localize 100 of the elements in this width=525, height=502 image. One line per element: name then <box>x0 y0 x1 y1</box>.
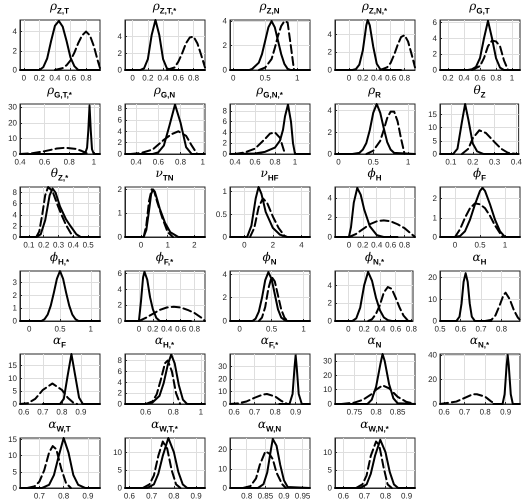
chart-title: α$_{W,N,*}$ <box>359 416 390 433</box>
x-tick-label: 0.7 <box>146 491 158 500</box>
y-tick-label: 0 <box>328 232 333 242</box>
chart-title: α$_{F}$ <box>52 333 67 350</box>
x-tick-label: 0.5 <box>260 74 272 82</box>
x-tick-label: 1 <box>200 157 206 166</box>
y-tick-label: 2 <box>118 138 123 147</box>
x-tick-label: 0.6 <box>140 408 152 416</box>
x-tick-label: 0.2 <box>38 240 50 250</box>
x-tick-label: 2 <box>270 240 276 250</box>
y-tick-label: 2 <box>222 292 228 302</box>
chart-title: ν$_{HF}$ <box>260 166 280 182</box>
line-series <box>229 186 311 238</box>
y-tick-label: 0 <box>118 483 123 492</box>
y-tick-label: 6 <box>222 116 228 126</box>
y-tick-label: 10 <box>428 122 438 132</box>
line-series <box>124 188 206 238</box>
chart-title: ϕ$_{F,*}$ <box>154 250 174 266</box>
y-tick-label: 2 <box>432 194 438 204</box>
y-tick-label: 0 <box>222 483 228 492</box>
line-series <box>229 103 311 154</box>
line-series <box>439 186 521 238</box>
y-tick-label: 0 <box>432 400 438 408</box>
y-tick-label: 6 <box>118 114 123 124</box>
x-tick-label: 0.6 <box>454 324 467 333</box>
chart-title: ρ$_{Z,N}$ <box>258 0 280 16</box>
y-tick-label: 5 <box>432 136 438 145</box>
y-tick-label: 15 <box>428 110 438 119</box>
x-tick-label: 0.6 <box>390 324 402 333</box>
y-tick-label: 0 <box>12 483 18 492</box>
y-tick-label: 0 <box>12 149 18 158</box>
y-tick-label: 0 <box>222 400 228 408</box>
y-tick-label: 1 <box>222 187 228 196</box>
y-tick-label: 5 <box>118 465 123 474</box>
x-tick-label: 2 <box>192 240 198 250</box>
y-tick-label: 10 <box>323 385 333 394</box>
y-tick-label: 20 <box>8 118 18 127</box>
y-tick-label: 0 <box>432 316 438 325</box>
x-tick-label: 0.8 <box>64 157 76 166</box>
x-tick-label: 0.4 <box>49 74 62 82</box>
y-tick-label: 4 <box>118 32 123 42</box>
x-tick-label: 0.6 <box>175 324 187 333</box>
y-tick-label: 4 <box>118 378 123 387</box>
x-tick-label: 0 <box>27 324 32 333</box>
y-tick-label: 4 <box>328 106 333 115</box>
y-tick-label: 2 <box>328 212 333 222</box>
x-tick-label: 1 <box>92 157 97 166</box>
x-tick-label: 0 <box>242 240 248 250</box>
y-tick-label: 0 <box>118 232 123 242</box>
chart-title: ρ$_{Z,T,*}$ <box>152 0 178 16</box>
x-tick-label: 0.6 <box>438 408 450 416</box>
y-tick-label: 4 <box>118 284 123 294</box>
x-tick-label: 0.8 <box>370 408 382 416</box>
x-tick-label: 0.4 <box>14 157 26 166</box>
x-tick-label: 0.9 <box>75 408 88 416</box>
x-tick-label: 0.8 <box>188 74 200 82</box>
x-tick-label: 0.6 <box>18 408 30 416</box>
chart-title: ϕ$_{H,*}$ <box>48 250 70 266</box>
y-tick-label: 0 <box>222 149 228 158</box>
x-tick-label: 0.8 <box>56 408 68 416</box>
x-tick-label: 0.5 <box>474 240 486 250</box>
x-tick-label: 0.9 <box>401 491 413 500</box>
y-tick-label: 0 <box>328 66 333 74</box>
y-tick-label: 15 <box>8 434 18 444</box>
y-tick-label: 6 <box>432 18 438 27</box>
y-tick-label: 2 <box>432 50 438 59</box>
x-tick-label: 0.8 <box>480 408 492 416</box>
x-tick-label: 1 <box>502 240 508 250</box>
x-tick-label: 0.4 <box>161 324 173 333</box>
y-tick-label: 8 <box>118 104 123 113</box>
x-tick-label: 0.8 <box>168 408 180 416</box>
x-tick-label: 0.8 <box>406 324 418 333</box>
chart-title: α$_{N}$ <box>366 333 382 350</box>
x-tick-label: 0.7 <box>37 408 49 416</box>
x-tick-label: 0.8 <box>270 408 282 416</box>
x-tick-label: 1 <box>198 408 204 416</box>
x-tick-label: 0.6 <box>39 157 51 166</box>
chart-title: α$_{W,T,*}$ <box>150 416 179 433</box>
y-tick-label: 2 <box>222 138 228 148</box>
chart-title: ρ$_{G,N}$ <box>152 82 176 99</box>
line-series <box>334 438 416 488</box>
x-tick-label: 0.2 <box>34 74 46 82</box>
chart-title: ϕ$_{N}$ <box>262 250 278 266</box>
y-tick-label: 30 <box>218 362 228 371</box>
x-tick-label: 0 <box>138 240 144 250</box>
y-tick-label: 10 <box>218 387 228 396</box>
y-tick-label: 0 <box>118 66 123 74</box>
chart-title: α$_{N,*}$ <box>468 333 490 350</box>
x-tick-label: 0 <box>237 324 242 333</box>
x-tick-label: 1 <box>510 74 515 82</box>
x-tick-label: 0.85 <box>258 491 274 500</box>
chart-title: ϕ$_{F}$ <box>472 166 488 182</box>
y-tick-label: 0 <box>118 149 123 158</box>
x-tick-label: 0.4 <box>371 74 383 82</box>
x-tick-label: 0 <box>336 157 342 166</box>
x-tick-label: 0.2 <box>467 157 479 166</box>
y-tick-label: 2 <box>12 46 18 56</box>
y-tick-label: 0 <box>118 400 123 408</box>
y-tick-label: 6 <box>12 199 18 208</box>
chart-title: ρ$_{G,T}$ <box>468 0 491 16</box>
